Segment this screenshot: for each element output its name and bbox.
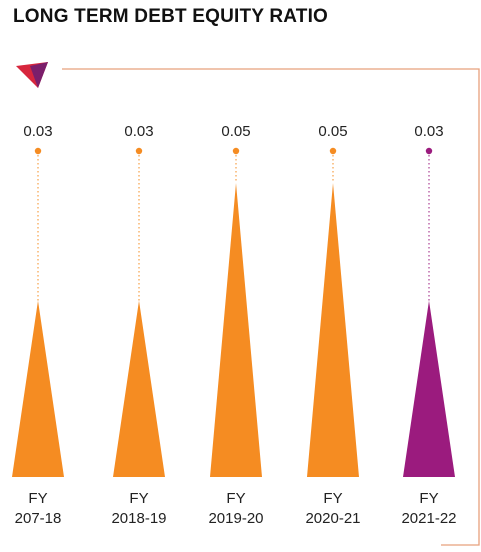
value-dot (135, 147, 143, 155)
category-label: FY (419, 490, 438, 507)
category-label: 2018-19 (111, 510, 166, 527)
category-label: FY (323, 490, 342, 507)
data-label: 0.03 (414, 123, 443, 140)
data-label: 0.05 (318, 123, 347, 140)
value-dot (34, 147, 42, 155)
category-label: 207-18 (15, 510, 62, 527)
triangle-logo-icon (16, 62, 48, 88)
category-label: FY (226, 490, 245, 507)
value-dot (329, 147, 337, 155)
logo-shard-purple (30, 62, 48, 88)
bar (113, 300, 165, 477)
bar (307, 183, 359, 477)
category-label: 2021-22 (401, 510, 456, 527)
frame-border (62, 68, 480, 546)
bar (12, 300, 64, 477)
category-label: 2020-21 (305, 510, 360, 527)
data-label: 0.05 (221, 123, 250, 140)
value-dot (232, 147, 240, 155)
bar (210, 183, 262, 477)
bar (403, 300, 455, 477)
data-label: 0.03 (23, 123, 52, 140)
data-label: 0.03 (124, 123, 153, 140)
chart-frame (62, 68, 480, 546)
category-label: 2019-20 (208, 510, 263, 527)
value-dot (425, 147, 433, 155)
category-label: FY (129, 490, 148, 507)
chart-title: LONG TERM DEBT EQUITY RATIO (13, 6, 329, 27)
chart-marks: 0.03 FY 207-18 0.03 FY 2018-19 0.05 FY 2019-20 0.… (12, 123, 457, 527)
category-label: FY (28, 490, 47, 507)
